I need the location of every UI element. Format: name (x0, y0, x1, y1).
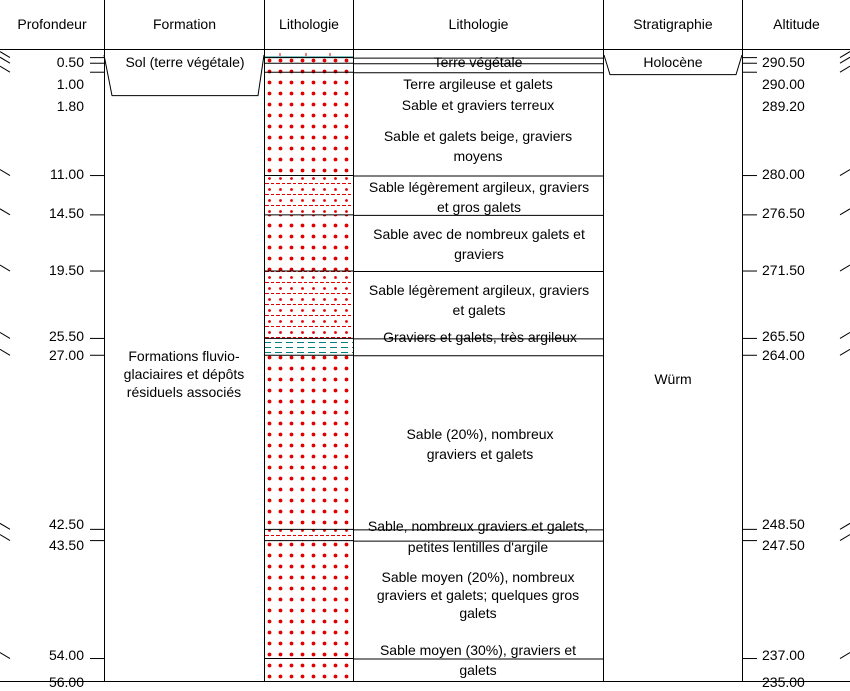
header-profondeur: Profondeur (17, 16, 87, 32)
lithology-layer-dots (265, 214, 353, 272)
stratigraphy-label-wurm: Würm (654, 371, 692, 387)
layer-description: Sable avec de nombreux galets et gravier… (373, 226, 585, 262)
depth-leader (0, 56, 11, 64)
depth-leader (0, 264, 11, 272)
depth-label: 56.00 (48, 674, 84, 690)
altitude-leader (839, 331, 850, 339)
depth-leader (0, 65, 11, 73)
layer-description: Sable légèrement argileux, graviers et g… (368, 179, 590, 215)
layer-description: Sable (20%), nombreux graviers et galets (406, 426, 554, 462)
depth-leader (0, 348, 11, 356)
header-lithologie-description: Lithologie (448, 16, 509, 32)
header-altitude: Altitude (773, 16, 820, 32)
depth-label: 1.00 (56, 76, 84, 92)
lithology-layer-topsoil (265, 52, 353, 58)
formation-label-fluvio-glaciaire: Formations fluvio-glaciaires et dépôts r… (123, 348, 245, 400)
depth-label: 42.50 (48, 516, 84, 532)
altitude-leader (839, 348, 850, 356)
depth-label: 54.00 (48, 647, 84, 663)
altitude-label: 290.00 (762, 76, 805, 92)
header-formation: Formation (152, 16, 217, 32)
altitude-leader (839, 522, 850, 530)
depth-leader (0, 169, 11, 176)
header-stratigraphie: Stratigraphie (633, 16, 713, 32)
lithology-layer-dots (265, 63, 353, 73)
depth-label: 0.50 (56, 54, 84, 70)
layer-description: Terre végétale (433, 54, 523, 70)
lithology-layer-dots (265, 658, 353, 681)
altitude-leader (839, 652, 850, 659)
depth-leader (0, 51, 11, 59)
lithology-layer-dashdots (265, 529, 353, 541)
layer-description: Sable moyen (20%), nombreux graviers et … (376, 569, 580, 621)
depth-label: 19.50 (48, 262, 84, 278)
depth-label: 1.80 (56, 98, 84, 114)
layer-description: Graviers et galets, très argileux (383, 329, 577, 345)
layer-description: Sable, nombreux graviers et galets, peti… (367, 518, 589, 555)
layer-description: Terre argileuse et galets (403, 76, 553, 92)
lithology-layer-dots (265, 72, 353, 176)
depth-leader (0, 534, 11, 542)
stratigraphy-boundary (603, 54, 743, 76)
lithology-layer-dashdots (265, 271, 353, 339)
stratigraphy-label-holocene: Holocène (643, 54, 703, 70)
depth-label: 27.00 (48, 347, 84, 363)
layer-description: Sable et galets beige, graviers moyens (383, 128, 573, 164)
altitude-leader (839, 65, 850, 73)
lithology-layer-dots (265, 540, 353, 659)
lithology-layer-dashdots (265, 175, 353, 215)
altitude-label: 265.50 (762, 328, 805, 344)
altitude-leader (839, 169, 850, 176)
altitude-label: 271.50 (762, 262, 805, 278)
layer-description: Sable moyen (30%), graviers et galets (379, 642, 577, 678)
altitude-label: 290.50 (762, 54, 805, 70)
depth-leader (0, 208, 11, 216)
altitude-label: 276.50 (762, 205, 805, 221)
altitude-leader (839, 208, 850, 216)
altitude-label: 289.20 (762, 98, 805, 114)
altitude-label: 237.00 (762, 647, 805, 663)
altitude-label: 264.00 (762, 347, 805, 363)
depth-leader (0, 652, 11, 659)
altitude-label: 248.50 (762, 516, 805, 532)
depth-leader (0, 522, 11, 530)
altitude-leader (839, 51, 850, 59)
altitude-leader (839, 534, 850, 542)
depth-label: 43.50 (48, 537, 84, 553)
altitude-label: 247.50 (762, 537, 805, 553)
header-lithologie-column: Lithologie (279, 16, 339, 32)
depth-leader (0, 331, 11, 339)
formation-label-sol: Sol (terre végétale) (125, 54, 245, 70)
altitude-label: 280.00 (762, 166, 805, 182)
depth-label: 11.00 (50, 166, 84, 182)
formation-boundary (103, 54, 265, 97)
layer-description: Sable légèrement argileux, graviers et g… (368, 282, 590, 318)
depth-label: 14.50 (48, 205, 84, 221)
altitude-label: 235.00 (762, 674, 805, 690)
altitude-leader (839, 264, 850, 272)
lithology-layer-clay (265, 338, 353, 356)
lithology-layer-dots (265, 57, 353, 64)
altitude-leader (839, 56, 850, 64)
layer-description: Sable et graviers terreux (401, 97, 555, 113)
depth-label: 25.50 (48, 328, 84, 344)
lithology-layer-dots (265, 355, 353, 530)
